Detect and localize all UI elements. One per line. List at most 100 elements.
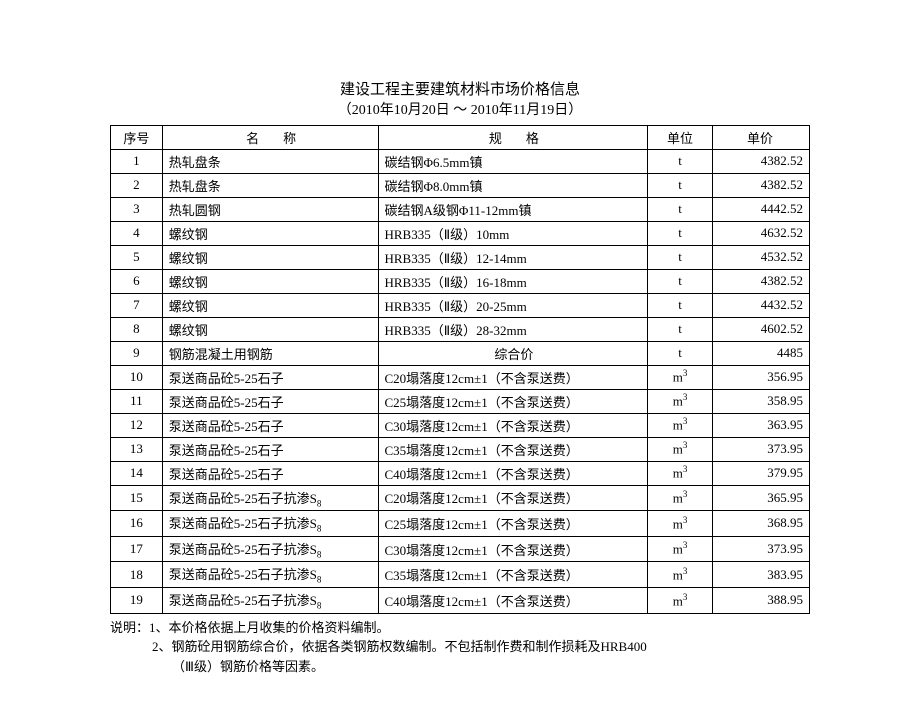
cell-price: 4632.52 [712,221,809,245]
table-row: 12泵送商品砼5-25石子C30塌落度12cm±1（不含泵送费）m3363.95 [111,413,810,437]
cell-price: 379.95 [712,461,809,485]
table-row: 19泵送商品砼5-25石子抗渗S8C40塌落度12cm±1（不含泵送费）m338… [111,587,810,613]
cell-seq: 2 [111,173,163,197]
cell-unit: m3 [648,437,713,461]
cell-price: 358.95 [712,389,809,413]
cell-seq: 8 [111,317,163,341]
page-subtitle: （2010年10月20日 ～ 2010年11月19日） [110,101,810,121]
cell-seq: 10 [111,365,163,389]
cell-price: 363.95 [712,413,809,437]
cell-spec: C25塌落度12cm±1（不含泵送费） [378,511,648,537]
page-title: 建设工程主要建筑材料市场价格信息 [110,80,810,101]
cell-unit: t [648,245,713,269]
note-line-3: （Ⅲ级）钢筋价格等因素。 [110,657,810,677]
cell-spec: C20塌落度12cm±1（不含泵送费） [378,485,648,511]
cell-seq: 5 [111,245,163,269]
cell-spec: HRB335（Ⅱ级）16-18mm [378,269,648,293]
cell-unit: m3 [648,413,713,437]
cell-unit: m3 [648,461,713,485]
cell-name: 热轧盘条 [162,173,378,197]
cell-name: 螺纹钢 [162,317,378,341]
cell-name: 螺纹钢 [162,269,378,293]
table-row: 18泵送商品砼5-25石子抗渗S8C35塌落度12cm±1（不含泵送费）m338… [111,562,810,588]
table-row: 3热轧圆钢碳结钢A级钢Φ11-12mm镇t4442.52 [111,197,810,221]
cell-price: 4485 [712,341,809,365]
table-row: 6螺纹钢HRB335（Ⅱ级）16-18mmt4382.52 [111,269,810,293]
table-row: 2热轧盘条碳结钢Φ8.0mm镇t4382.52 [111,173,810,197]
cell-name: 热轧盘条 [162,149,378,173]
cell-unit: t [648,197,713,221]
cell-spec: 碳结钢Φ6.5mm镇 [378,149,648,173]
cell-name: 泵送商品砼5-25石子抗渗S8 [162,511,378,537]
table-row: 17泵送商品砼5-25石子抗渗S8C30塌落度12cm±1（不含泵送费）m337… [111,536,810,562]
cell-name: 螺纹钢 [162,221,378,245]
cell-price: 4602.52 [712,317,809,341]
table-row: 15泵送商品砼5-25石子抗渗S8C20塌落度12cm±1（不含泵送费）m336… [111,485,810,511]
cell-seq: 1 [111,149,163,173]
cell-seq: 14 [111,461,163,485]
cell-spec: HRB335（Ⅱ级）12-14mm [378,245,648,269]
cell-unit: t [648,149,713,173]
cell-name: 泵送商品砼5-25石子 [162,461,378,485]
cell-name: 泵送商品砼5-25石子 [162,365,378,389]
cell-unit: m3 [648,562,713,588]
cell-seq: 3 [111,197,163,221]
cell-unit: m3 [648,587,713,613]
cell-seq: 4 [111,221,163,245]
cell-seq: 6 [111,269,163,293]
cell-price: 4432.52 [712,293,809,317]
cell-price: 4382.52 [712,173,809,197]
table-row: 16泵送商品砼5-25石子抗渗S8C25塌落度12cm±1（不含泵送费）m336… [111,511,810,537]
cell-unit: t [648,173,713,197]
cell-spec: C40塌落度12cm±1（不含泵送费） [378,587,648,613]
cell-name: 泵送商品砼5-25石子 [162,437,378,461]
cell-price: 388.95 [712,587,809,613]
table-row: 1热轧盘条碳结钢Φ6.5mm镇t4382.52 [111,149,810,173]
cell-seq: 9 [111,341,163,365]
cell-seq: 11 [111,389,163,413]
cell-seq: 19 [111,587,163,613]
cell-seq: 17 [111,536,163,562]
table-row: 9钢筋混凝土用钢筋综合价t4485 [111,341,810,365]
cell-unit: m3 [648,389,713,413]
header-spec: 规格 [378,125,648,149]
table-row: 4螺纹钢HRB335（Ⅱ级）10mmt4632.52 [111,221,810,245]
cell-price: 4442.52 [712,197,809,221]
cell-price: 356.95 [712,365,809,389]
note-line-2: 2、钢筋砼用钢筋综合价，依据各类钢筋权数编制。不包括制作费和制作损耗及HRB40… [110,637,810,657]
cell-seq: 15 [111,485,163,511]
cell-spec: C30塌落度12cm±1（不含泵送费） [378,413,648,437]
cell-price: 365.95 [712,485,809,511]
cell-unit: m3 [648,511,713,537]
cell-price: 383.95 [712,562,809,588]
cell-spec: C35塌落度12cm±1（不含泵送费） [378,437,648,461]
cell-seq: 7 [111,293,163,317]
cell-name: 螺纹钢 [162,293,378,317]
table-row: 5螺纹钢HRB335（Ⅱ级）12-14mmt4532.52 [111,245,810,269]
cell-name: 泵送商品砼5-25石子抗渗S8 [162,562,378,588]
table-row: 8螺纹钢HRB335（Ⅱ级）28-32mmt4602.52 [111,317,810,341]
cell-name: 泵送商品砼5-25石子抗渗S8 [162,485,378,511]
cell-price: 368.95 [712,511,809,537]
cell-unit: t [648,317,713,341]
cell-unit: t [648,341,713,365]
cell-name: 泵送商品砼5-25石子抗渗S8 [162,536,378,562]
cell-spec: HRB335（Ⅱ级）28-32mm [378,317,648,341]
table-row: 14泵送商品砼5-25石子C40塌落度12cm±1（不含泵送费）m3379.95 [111,461,810,485]
cell-spec: 碳结钢Φ8.0mm镇 [378,173,648,197]
cell-price: 4382.52 [712,269,809,293]
table-row: 13泵送商品砼5-25石子C35塌落度12cm±1（不含泵送费）m3373.95 [111,437,810,461]
note-line-1: 说明：1、本价格依据上月收集的价格资料编制。 [110,618,810,638]
cell-spec: HRB335（Ⅱ级）20-25mm [378,293,648,317]
cell-unit: t [648,221,713,245]
table-row: 11泵送商品砼5-25石子C25塌落度12cm±1（不含泵送费）m3358.95 [111,389,810,413]
cell-price: 4382.52 [712,149,809,173]
cell-price: 373.95 [712,437,809,461]
header-price: 单价 [712,125,809,149]
cell-price: 373.95 [712,536,809,562]
cell-name: 螺纹钢 [162,245,378,269]
header-seq: 序号 [111,125,163,149]
cell-seq: 13 [111,437,163,461]
header-name: 名称 [162,125,378,149]
cell-unit: m3 [648,485,713,511]
